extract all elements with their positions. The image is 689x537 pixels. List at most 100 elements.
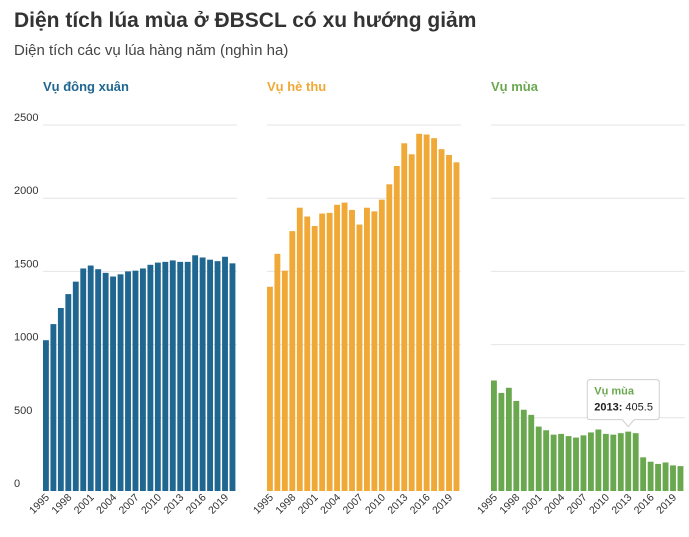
bar-2013[interactable] [401,143,408,492]
panel-title: Vụ hè thu [267,79,326,94]
bar-1997[interactable] [57,308,64,491]
bar-1998[interactable] [65,294,72,491]
bar-2007[interactable] [356,224,363,492]
bar-2000[interactable] [80,268,87,491]
bar-2017[interactable] [431,138,438,491]
bar-1997[interactable] [281,270,288,491]
tooltip-title: Vụ mùa [594,386,635,398]
bar-2016[interactable] [423,134,430,491]
bar-2012[interactable] [169,260,176,491]
bar-2020[interactable] [453,162,460,491]
bar-1996[interactable] [498,392,505,491]
bar-2010[interactable] [154,262,161,491]
y-tick-label: 1000 [14,332,38,344]
x-tick-label: 2016 [632,492,657,517]
x-tick-label: 2004 [318,492,343,517]
bar-2008[interactable] [140,268,146,491]
bar-2000[interactable] [528,414,535,491]
bar-2014[interactable] [408,154,415,491]
bar-2010[interactable] [602,433,609,491]
bar-2019[interactable] [222,256,228,491]
bar-2001[interactable] [311,226,318,491]
bar-2008[interactable] [588,432,594,491]
bar-2011[interactable] [386,184,393,492]
x-tick-label: 2001 [72,492,97,517]
bar-2014[interactable] [184,261,191,491]
bar-2004[interactable] [334,204,341,492]
x-tick-label: 1995 [27,492,52,517]
bar-2003[interactable] [550,434,557,491]
bar-2011[interactable] [610,434,617,491]
x-tick-label: 2010 [363,492,388,517]
y-tick-label: 2500 [14,112,38,124]
x-tick-label: 2004 [542,492,567,517]
bar-2004[interactable] [110,276,117,491]
panel-title: Vụ đông xuân [43,79,129,94]
bar-2020[interactable] [229,263,236,491]
bar-2006[interactable] [349,209,355,491]
bar-2005[interactable] [565,436,572,491]
bar-2001[interactable] [87,265,94,491]
bar-2014[interactable] [632,433,639,491]
bar-1999[interactable] [520,409,527,491]
bar-2017[interactable] [207,259,214,491]
y-tick-label: 0 [14,478,20,490]
bar-2016[interactable] [199,257,206,491]
bar-2000[interactable] [304,216,311,492]
bar-1995[interactable] [491,380,497,491]
bar-2010[interactable] [378,199,385,491]
bar-2015[interactable] [192,255,199,491]
bar-2019[interactable] [446,155,452,491]
annotation-tooltip: Vụ mùa 2013: 405.5 [586,379,660,428]
bar-1999[interactable] [296,207,303,491]
x-tick-label: 1998 [49,492,74,517]
bar-2017[interactable] [655,463,662,491]
bar-2012[interactable] [617,433,624,491]
bar-2006[interactable] [573,437,579,491]
bar-2013[interactable] [625,431,632,491]
bar-2015[interactable] [640,457,647,491]
bar-2009[interactable] [595,429,602,491]
bar-2005[interactable] [341,202,348,491]
bar-2008[interactable] [364,207,370,491]
x-tick-label: 2019 [654,492,679,517]
bar-1995[interactable] [267,286,273,491]
bar-2007[interactable] [580,435,587,491]
bar-2001[interactable] [535,426,542,491]
x-tick-label: 2013 [161,492,186,517]
bar-1995[interactable] [43,340,49,491]
bar-1996[interactable] [50,324,57,491]
x-tick-label: 2013 [385,492,410,517]
bar-1998[interactable] [289,231,296,491]
bar-2003[interactable] [102,272,109,491]
bar-1998[interactable] [513,400,520,491]
bar-2015[interactable] [416,133,423,491]
bar-2002[interactable] [95,269,102,491]
bar-2013[interactable] [177,261,184,491]
bar-2011[interactable] [162,261,169,491]
tooltip-value: 2013: 405.5 [594,402,653,414]
bar-2004[interactable] [558,433,565,491]
bar-1997[interactable] [505,387,512,491]
bar-2007[interactable] [132,270,139,491]
bar-2006[interactable] [125,271,131,491]
x-tick-label: 1995 [475,492,500,517]
bar-2002[interactable] [319,213,326,491]
bar-2020[interactable] [677,466,684,491]
bar-2005[interactable] [117,274,124,491]
bar-2018[interactable] [438,149,445,491]
bar-2018[interactable] [214,261,221,491]
bar-2018[interactable] [662,462,669,491]
bar-2009[interactable] [147,264,154,491]
bar-2002[interactable] [543,430,550,491]
bar-2009[interactable] [371,211,378,491]
x-tick-label: 2013 [609,492,634,517]
bar-1996[interactable] [274,253,281,491]
bar-2019[interactable] [670,465,676,491]
bar-1999[interactable] [72,281,79,491]
bar-2016[interactable] [647,461,654,491]
x-tick-label: 2007 [341,492,366,517]
bar-2012[interactable] [393,165,400,492]
bar-2003[interactable] [326,212,333,491]
